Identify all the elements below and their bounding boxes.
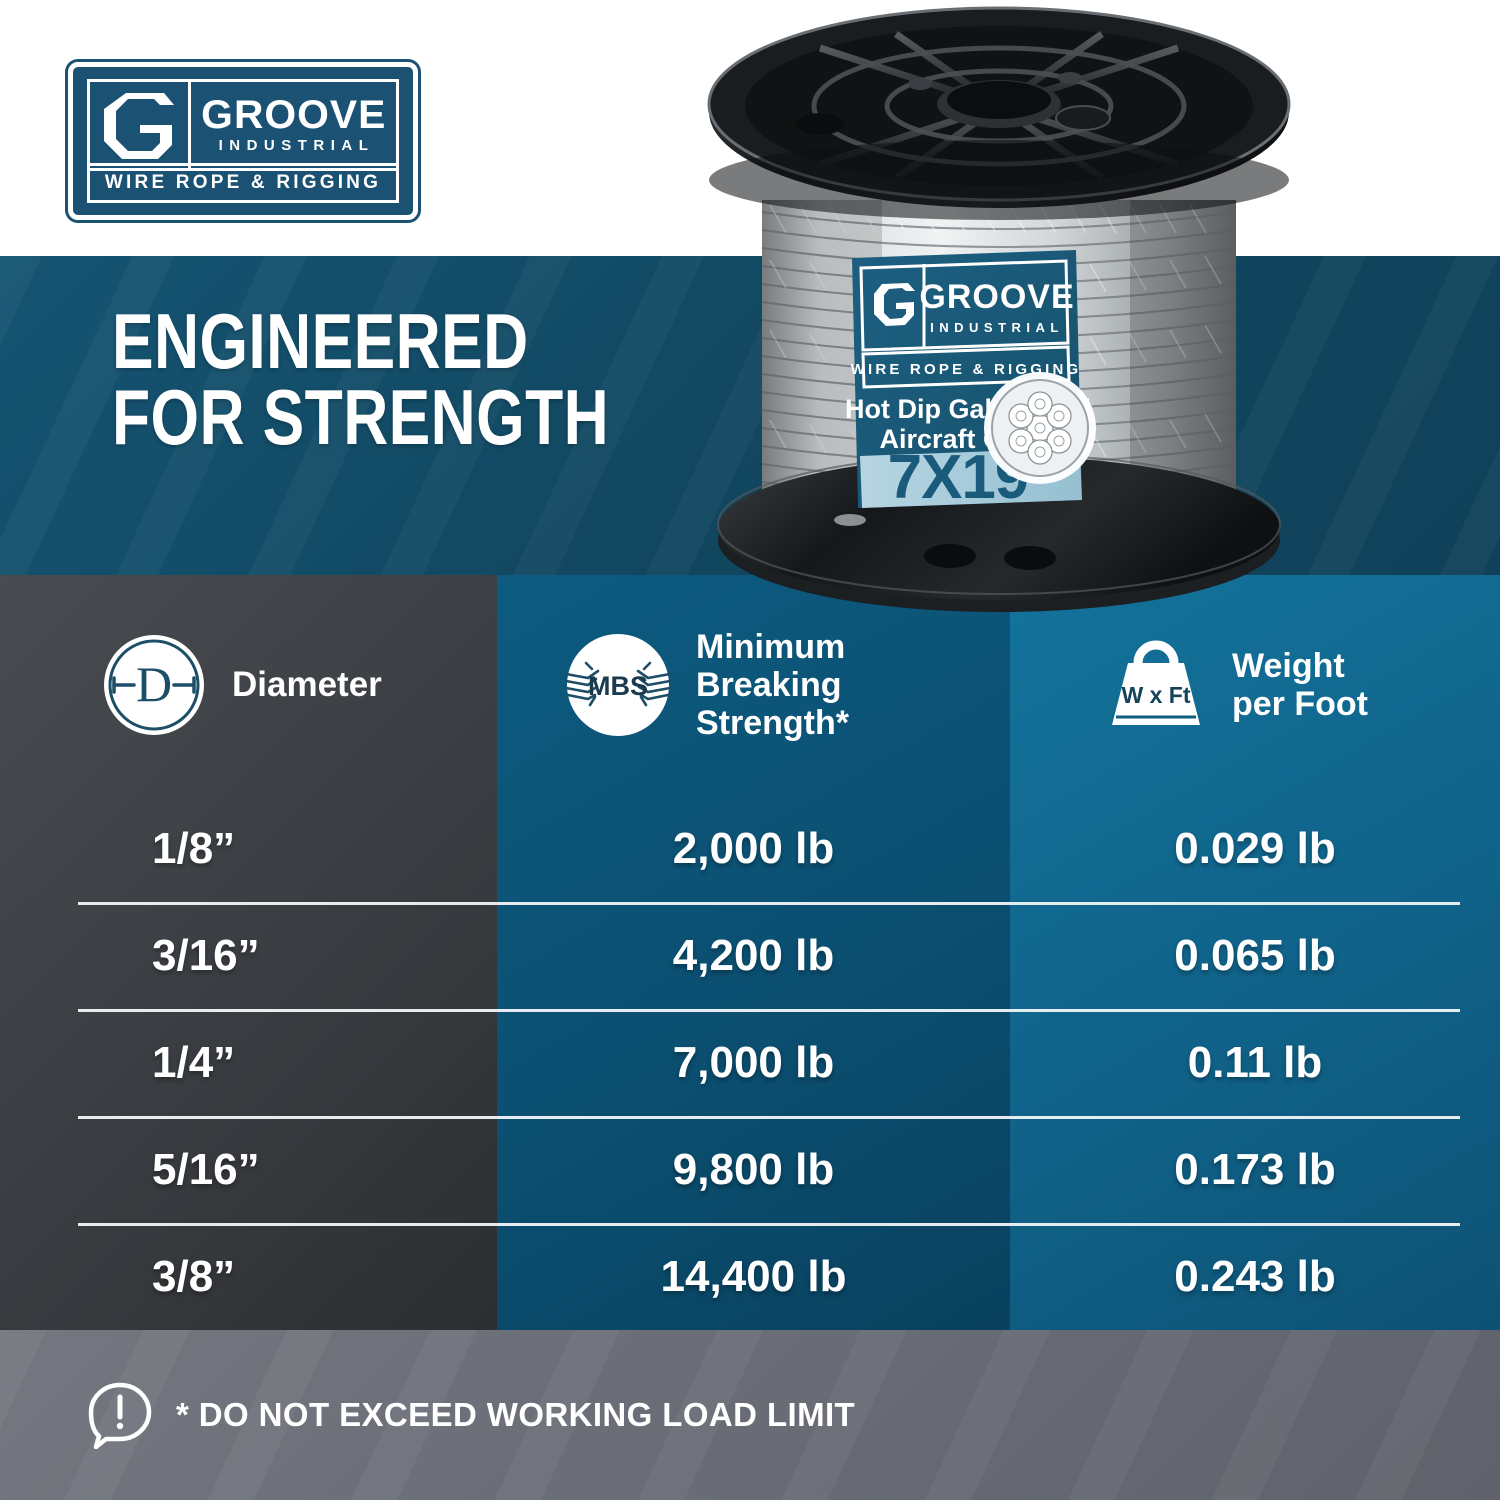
- brand-logo-inner: GROOVE INDUSTRIAL: [87, 79, 399, 171]
- product-label: GROOVE INDUSTRIAL WIRE ROPE & RIGGING Ho…: [845, 250, 1096, 512]
- cell-diameter: 3/8”: [152, 1251, 236, 1301]
- column-header-label-weight: Weight per Foot: [1232, 646, 1368, 723]
- column-header-weight: W x Ft Weight per Foot: [1010, 575, 1500, 795]
- weight-icon: W x Ft: [1102, 633, 1210, 737]
- cell-mbs: 14,400 lb: [660, 1251, 847, 1301]
- brand-tagline: WIRE ROPE & RIGGING: [87, 163, 399, 203]
- cell-weight: 0.11 lb: [1187, 1037, 1323, 1087]
- footer-disclaimer-bar: * DO NOT EXCEED WORKING LOAD LIMIT: [0, 1330, 1500, 1500]
- svg-text:D: D: [136, 656, 172, 712]
- column-header-mbs: MBS Minimum Breaking Strength*: [497, 575, 1010, 795]
- column-header-diameter: D Diameter: [0, 575, 497, 795]
- cell-mbs: 2,000 lb: [672, 823, 835, 873]
- column-header-label-diameter: Diameter: [232, 665, 382, 705]
- cell-diameter: 5/16”: [152, 1144, 260, 1194]
- cell-diameter: 1/4”: [152, 1037, 236, 1087]
- diameter-icon: D: [98, 629, 210, 741]
- cell-weight: 0.029 lb: [1174, 823, 1336, 873]
- svg-text:W x Ft: W x Ft: [1122, 682, 1191, 708]
- brand-logo-words: GROOVE INDUSTRIAL: [191, 82, 396, 168]
- spool-top-flange: [707, 6, 1291, 220]
- table-row: 3/16” 4,200 lb 0.065 lb: [0, 902, 1500, 1009]
- table-body: 1/8” 2,000 lb 0.029 lb 3/16” 4,200 lb 0.…: [0, 795, 1500, 1330]
- page-title: ENGINEERED FOR STRENGTH: [112, 297, 610, 461]
- svg-text:GROOVE: GROOVE: [919, 278, 1074, 316]
- svg-text:WIRE ROPE & RIGGING: WIRE ROPE & RIGGING: [851, 361, 1082, 378]
- cell-mbs: 9,800 lb: [672, 1144, 835, 1194]
- brand-sub: INDUSTRIAL: [218, 137, 375, 154]
- warning-exclamation-icon: [86, 1381, 154, 1450]
- cell-diameter: 1/8”: [152, 823, 236, 873]
- mbs-icon: MBS: [562, 629, 674, 741]
- product-photo-spool: GROOVE INDUSTRIAL WIRE ROPE & RIGGING Ho…: [700, 0, 1320, 640]
- table-row: 1/4” 7,000 lb 0.11 lb: [0, 1009, 1500, 1116]
- column-background-diameter: [0, 575, 497, 1330]
- svg-text:INDUSTRIAL: INDUSTRIAL: [930, 320, 1064, 335]
- disclaimer-text: * DO NOT EXCEED WORKING LOAD LIMIT: [176, 1396, 856, 1433]
- column-header-label-mbs: Minimum Breaking Strength*: [696, 627, 849, 743]
- table-header-row: D Diameter: [0, 575, 1500, 795]
- groove-g-icon: [90, 82, 191, 168]
- cell-mbs: 4,200 lb: [672, 930, 835, 980]
- table-row: 3/8” 14,400 lb 0.243 lb: [0, 1223, 1500, 1330]
- brand-logo: GROOVE INDUSTRIAL WIRE ROPE & RIGGING: [68, 62, 418, 220]
- table-row: 1/8” 2,000 lb 0.029 lb: [0, 795, 1500, 902]
- specification-table: D Diameter: [0, 575, 1500, 1330]
- svg-text:MBS: MBS: [588, 671, 648, 701]
- table-row: 5/16” 9,800 lb 0.173 lb: [0, 1116, 1500, 1223]
- cell-weight: 0.243 lb: [1174, 1251, 1336, 1301]
- cell-weight: 0.173 lb: [1174, 1144, 1336, 1194]
- brand-name: GROOVE: [200, 93, 387, 137]
- cell-mbs: 7,000 lb: [672, 1037, 835, 1087]
- cell-diameter: 3/16”: [152, 930, 260, 980]
- column-background-weight: [1010, 575, 1500, 1330]
- cell-weight: 0.065 lb: [1174, 930, 1336, 980]
